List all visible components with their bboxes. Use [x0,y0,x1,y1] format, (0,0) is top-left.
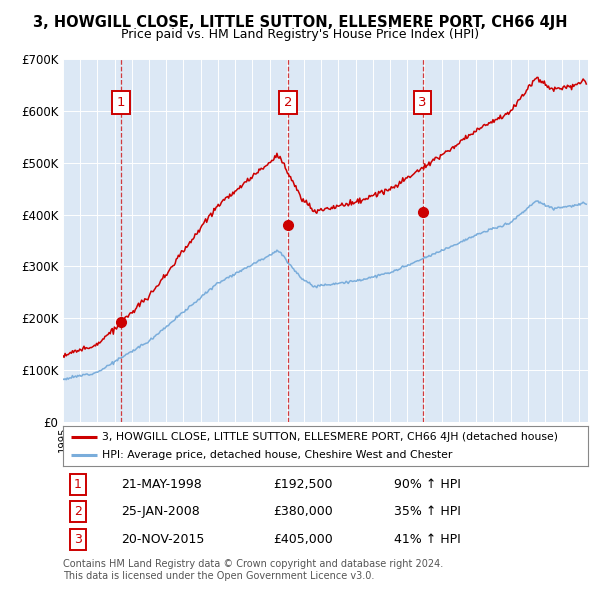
Text: 1: 1 [117,96,125,109]
Text: 3: 3 [418,96,427,109]
Text: £405,000: £405,000 [273,533,333,546]
Text: 2: 2 [74,505,82,519]
Text: HPI: Average price, detached house, Cheshire West and Chester: HPI: Average price, detached house, Ches… [103,450,453,460]
Text: 3, HOWGILL CLOSE, LITTLE SUTTON, ELLESMERE PORT, CH66 4JH (detached house): 3, HOWGILL CLOSE, LITTLE SUTTON, ELLESME… [103,432,559,442]
Text: Price paid vs. HM Land Registry's House Price Index (HPI): Price paid vs. HM Land Registry's House … [121,28,479,41]
Text: 35% ↑ HPI: 35% ↑ HPI [394,505,461,519]
Text: 90% ↑ HPI: 90% ↑ HPI [394,478,461,491]
Text: 2: 2 [284,96,292,109]
Text: 41% ↑ HPI: 41% ↑ HPI [394,533,461,546]
Text: £380,000: £380,000 [273,505,333,519]
Text: £192,500: £192,500 [273,478,332,491]
Text: 3, HOWGILL CLOSE, LITTLE SUTTON, ELLESMERE PORT, CH66 4JH: 3, HOWGILL CLOSE, LITTLE SUTTON, ELLESME… [33,15,567,30]
Text: 25-JAN-2008: 25-JAN-2008 [121,505,199,519]
Text: 21-MAY-1998: 21-MAY-1998 [121,478,202,491]
Text: 20-NOV-2015: 20-NOV-2015 [121,533,204,546]
Text: Contains HM Land Registry data © Crown copyright and database right 2024.
This d: Contains HM Land Registry data © Crown c… [63,559,443,581]
Text: 3: 3 [74,533,82,546]
Text: 1: 1 [74,478,82,491]
